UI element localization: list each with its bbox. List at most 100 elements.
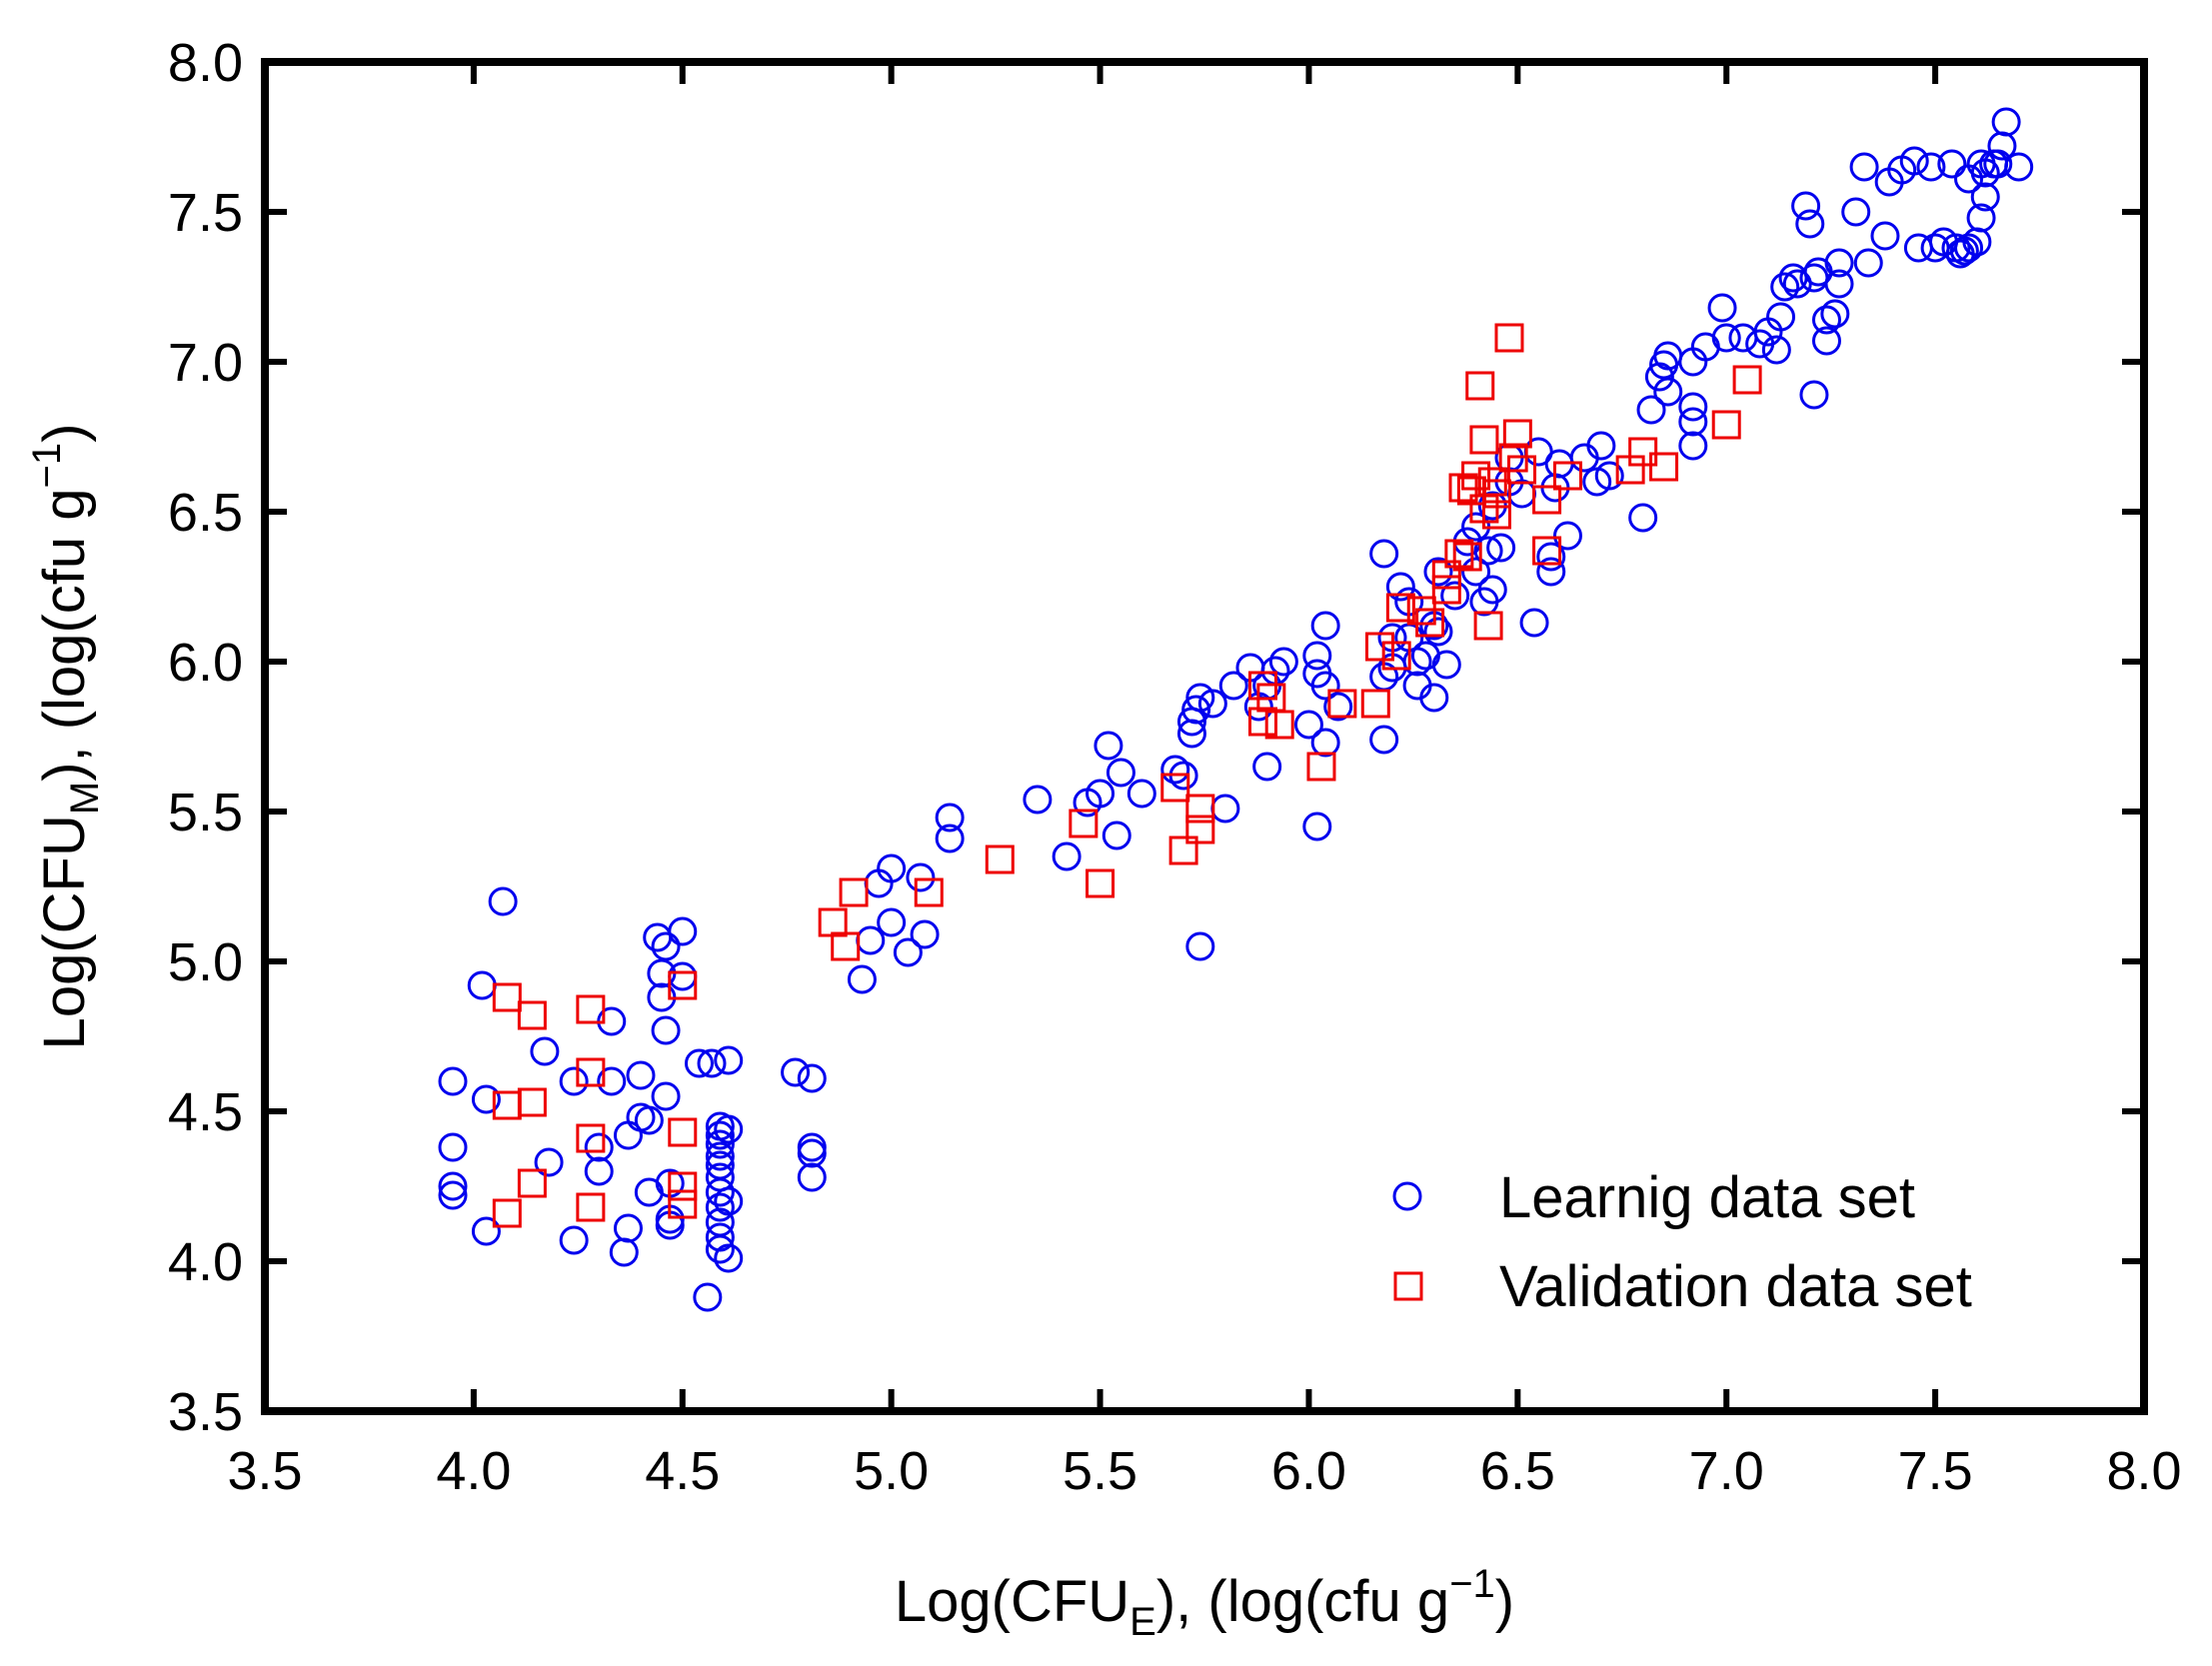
learning-data-point	[856, 925, 886, 955]
validation-data-point	[831, 931, 861, 961]
learning-data-point	[1586, 431, 1616, 461]
learning-data-point	[910, 919, 940, 949]
learning-data-point	[1293, 710, 1323, 740]
validation-data-point	[517, 1000, 547, 1030]
legend-label-validation: Validation data set	[1499, 1254, 1972, 1319]
validation-data-point	[1327, 689, 1357, 719]
x-tick-label: 6.0	[1271, 1441, 1346, 1501]
validation-data-point	[1469, 425, 1499, 455]
validation-data-point	[1532, 485, 1562, 515]
learning-data-point	[1486, 533, 1516, 563]
learning-data-point	[1678, 392, 1708, 422]
learning-data-point	[1678, 431, 1708, 461]
x-tick-label: 6.5	[1480, 1441, 1555, 1501]
learning-data-point	[1791, 191, 1821, 221]
learning-data-point	[1519, 608, 1549, 638]
learning-data-point	[584, 1156, 614, 1186]
learning-data-point	[1419, 683, 1449, 713]
validation-data-point	[1444, 539, 1474, 569]
learning-data-point	[935, 803, 965, 833]
validation-data-point	[576, 1057, 606, 1087]
learning-data-point	[1678, 407, 1708, 437]
learning-data-point	[893, 937, 923, 967]
learning-data-point	[1899, 146, 1929, 176]
learning-data-point	[1966, 203, 1996, 233]
validation-data-point	[1247, 707, 1277, 737]
legend: Learnig data set Validation data set	[1392, 1165, 1972, 1319]
learning-data-point	[471, 1084, 501, 1114]
validation-data-point	[1381, 641, 1411, 671]
learning-data-point	[1210, 794, 1240, 824]
learning-data-point	[1937, 149, 1967, 179]
learning-data-point	[1841, 197, 1871, 227]
learning-data-point	[1824, 269, 1854, 299]
learning-data-point	[1181, 695, 1211, 725]
learning-data-point	[1594, 461, 1624, 491]
learning-data-point	[1402, 647, 1432, 677]
validation-data-point	[1465, 371, 1495, 401]
learning-data-point	[626, 1060, 656, 1090]
learning-data-point	[1310, 671, 1340, 701]
x-tick-label: 3.5	[227, 1441, 302, 1501]
validation-data-point	[1185, 794, 1215, 824]
learning-data-point	[651, 1015, 681, 1045]
y-tick-label: 4.0	[168, 1232, 243, 1292]
learning-data-point	[2004, 152, 2034, 182]
learning-data-point	[705, 1129, 735, 1159]
learning-data-point	[1707, 293, 1737, 323]
y-tick-label: 8.0	[168, 33, 243, 93]
learning-data-point	[1218, 671, 1248, 701]
validation-data-point	[1461, 461, 1491, 491]
validation-data-point	[576, 1192, 606, 1222]
learning-data-point	[1983, 149, 2013, 179]
validation-data-point	[1532, 536, 1562, 566]
validation-data-point	[668, 1171, 698, 1201]
validation-data-point	[818, 907, 848, 937]
validation-data-point	[1711, 410, 1741, 440]
learning-data-point	[714, 1045, 744, 1075]
learning-data-point	[1766, 302, 1796, 332]
x-tick-label: 5.5	[1063, 1441, 1137, 1501]
learning-data-point	[1106, 758, 1135, 788]
learning-data-point	[1323, 692, 1353, 722]
validation-data-point	[517, 1087, 547, 1117]
x-axis-label: Log(CFUE), (log(cfu g−1)	[895, 1562, 1514, 1644]
learning-data-point	[1711, 323, 1741, 353]
validation-data-point	[1431, 575, 1461, 605]
learning-data-point	[471, 1216, 501, 1246]
learning-data-point	[1970, 182, 2000, 212]
validation-data-point	[1494, 323, 1524, 353]
learning-data-point	[488, 886, 518, 916]
learning-data-point	[1473, 536, 1503, 566]
learning-data-point	[1536, 542, 1566, 572]
x-tick-label: 7.5	[1898, 1441, 1973, 1501]
x-tick-label: 8.0	[2106, 1441, 2181, 1501]
learning-data-point	[1440, 581, 1470, 611]
learning-data-point	[559, 1066, 589, 1096]
validation-data-point	[1168, 835, 1198, 865]
learning-data-point	[714, 1186, 744, 1216]
learning-data-point	[705, 1192, 735, 1222]
x-tick-label: 5.0	[854, 1441, 929, 1501]
learning-data-point	[1653, 377, 1683, 407]
learning-data-point	[1310, 728, 1340, 758]
learning-data-point	[1849, 152, 1879, 182]
learning-data-point	[1552, 521, 1582, 551]
validation-data-point	[576, 1123, 606, 1153]
learning-data-point	[613, 1213, 643, 1243]
learning-data-point	[1302, 812, 1332, 841]
validation-data-point	[1160, 773, 1190, 803]
learning-data-point	[559, 1225, 589, 1255]
learning-data-point	[684, 1048, 714, 1078]
validation-data-point	[1069, 809, 1099, 838]
validation-data-point	[668, 1189, 698, 1219]
learning-data-point	[1310, 611, 1340, 641]
learning-data-point	[697, 1048, 727, 1078]
data-points-layer	[438, 107, 2034, 1312]
learning-data-point	[1799, 380, 1829, 410]
learning-data-point	[1431, 650, 1461, 680]
validation-data-point	[492, 982, 522, 1012]
x-tick-label: 4.5	[645, 1441, 720, 1501]
learning-data-point	[1369, 539, 1399, 569]
legend-circle-marker	[1392, 1181, 1422, 1211]
